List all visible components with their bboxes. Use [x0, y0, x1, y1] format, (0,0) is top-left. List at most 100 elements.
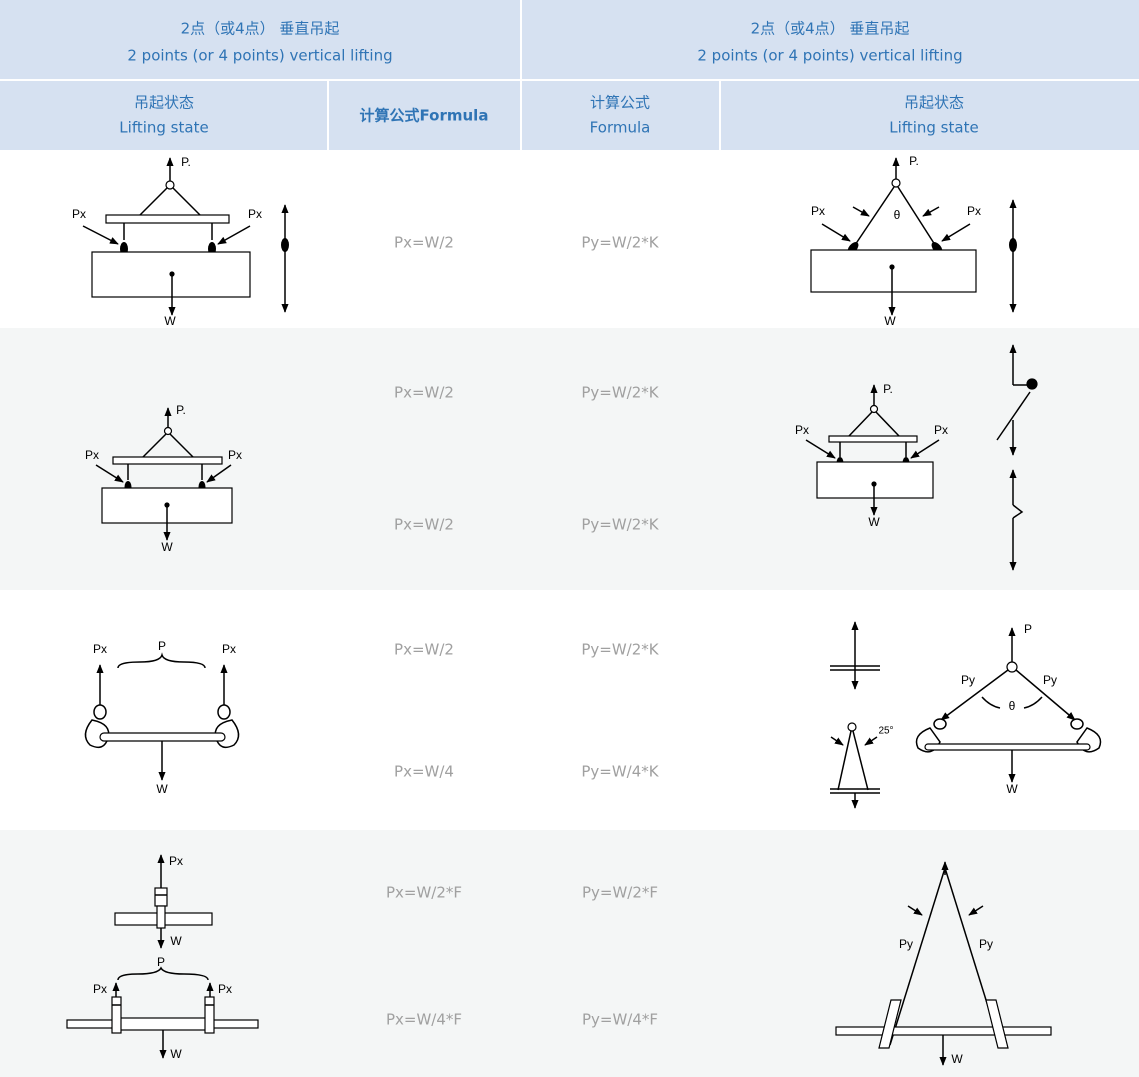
diagram-shape — [889, 264, 895, 270]
column-title: 计算公式 — [590, 94, 650, 112]
diagram-shape — [204, 996, 215, 1034]
diagram-label: W — [868, 515, 880, 529]
group-subtitle: 2 points (or 4 points) vertical lifting — [697, 47, 962, 65]
diagram-shape — [169, 433, 194, 458]
header-bg — [0, 0, 1139, 150]
diagram-shape — [111, 996, 122, 1034]
diagram-label: Px — [248, 207, 262, 221]
diagram-shape — [217, 704, 231, 720]
diagram-shape — [869, 404, 879, 414]
diagram-shape — [871, 481, 877, 487]
row-bg — [0, 830, 1139, 1077]
diagram-shape — [981, 696, 1001, 709]
diagram-shape — [156, 905, 166, 929]
diagram-shape — [848, 411, 873, 437]
diagram-label: W — [164, 314, 176, 328]
formula: Py=W/2*F — [582, 884, 658, 902]
diagram-shape — [941, 223, 971, 242]
diagram: P. Px Px W — [72, 155, 289, 328]
formula: Px=W/4 — [394, 763, 454, 781]
diagram-shape — [281, 238, 289, 252]
diagram-shape — [852, 206, 870, 217]
diagram-label: P. — [176, 403, 186, 417]
diagram-label: Px — [85, 448, 99, 462]
formula: Px=W/2*F — [386, 884, 462, 902]
diagram: P. Px θ Px W — [810, 154, 1017, 328]
formula: Px=W/4*F — [386, 1011, 462, 1029]
diagram-label: Px — [811, 204, 825, 218]
diagram-shape — [95, 464, 124, 483]
diagram-shape — [816, 461, 934, 499]
diagram-shape — [996, 391, 1031, 441]
column-title: 吊起状态 — [134, 94, 194, 112]
diagram-shape — [112, 456, 223, 465]
diagram-shape — [924, 743, 1091, 751]
diagram: Px W P Px Px W — [66, 854, 259, 1061]
diagram-label: 25° — [878, 726, 893, 737]
diagram: Px P Px W — [84, 639, 240, 796]
diagram-shape — [985, 999, 1009, 1049]
diagram-shape — [852, 730, 869, 791]
diagram-shape — [852, 186, 895, 249]
diagram-shape — [968, 905, 984, 916]
diagram-shape — [864, 736, 878, 746]
diagram-shape — [907, 905, 923, 916]
column-subtitle: Lifting state — [119, 119, 208, 137]
formula: Px=W/2 — [394, 234, 454, 252]
diagram-label: Px — [934, 423, 948, 437]
diagram-shape — [117, 966, 209, 981]
diagram-label: Px — [222, 642, 236, 656]
diagram-shape — [875, 411, 900, 437]
diagram: P. Px Px W — [795, 344, 1038, 571]
formula: Px=W/2 — [394, 516, 454, 534]
diagram-label: Px — [72, 207, 86, 221]
diagram-shape — [830, 736, 844, 746]
diagram-label: Py — [899, 937, 913, 951]
formula: Px=W/2 — [394, 384, 454, 402]
diagram-shape — [165, 180, 175, 190]
diagram-shape — [1009, 238, 1017, 252]
diagram-shape — [889, 867, 946, 1046]
diagram-shape — [169, 271, 175, 277]
diagram-label: Py — [1043, 673, 1057, 687]
diagram-label: Px — [967, 204, 981, 218]
diagram-label: Px — [795, 423, 809, 437]
diagram-label: θ — [894, 208, 901, 222]
diagram-label: W — [884, 314, 896, 328]
diagram-shape — [84, 719, 110, 749]
diagram-label: P — [157, 955, 165, 969]
diagram-shape — [99, 732, 226, 742]
diagram-shape — [1006, 661, 1018, 673]
diagram-label: Px — [218, 982, 232, 996]
diagram-label: Px — [169, 854, 183, 868]
group-title: 2点（或4点） 垂直吊起 — [181, 20, 340, 38]
diagram-shape — [891, 178, 901, 188]
diagram-shape — [217, 225, 251, 245]
diagram-shape — [119, 1017, 211, 1031]
diagram-shape — [1012, 504, 1024, 519]
diagram-label: Px — [93, 642, 107, 656]
diagram: Py Py W — [835, 861, 1052, 1066]
diagram-shape — [847, 722, 857, 732]
diagram-shape — [1070, 718, 1084, 730]
group-title: 2点（或4点） 垂直吊起 — [751, 20, 910, 38]
diagram-shape — [837, 730, 852, 791]
diagram-label: Px — [228, 448, 242, 462]
column-title: 计算公式Formula — [360, 107, 489, 125]
diagram-label: W — [1006, 782, 1018, 796]
diagram-label: Px — [93, 982, 107, 996]
diagram-shape — [1023, 696, 1043, 709]
diagram-label: P. — [909, 154, 919, 168]
diagram-shape — [897, 186, 938, 249]
formula: Py=W/2*K — [581, 384, 659, 402]
diagram-shape — [105, 214, 230, 224]
formulas: Px=W/2 Py=W/2*K Px=W/2 Py=W/2*K Px=W/2 Py=W/2… — [386, 234, 660, 1029]
formula: Py=W/2*K — [581, 516, 659, 534]
diagram-shape — [805, 439, 836, 459]
formula: Py=W/2*K — [581, 641, 659, 659]
diagram-shape — [835, 1026, 1052, 1036]
diagram-shape — [810, 249, 977, 293]
diagram-shape — [922, 206, 940, 217]
